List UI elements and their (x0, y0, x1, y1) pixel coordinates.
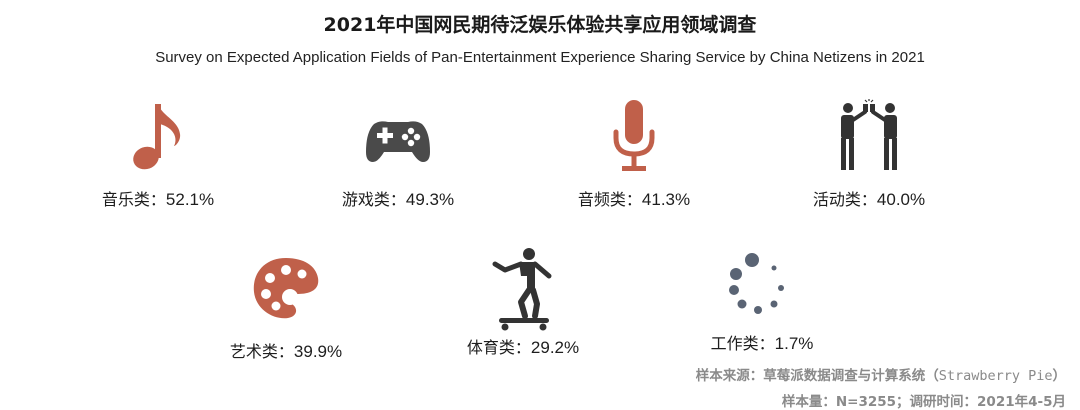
category-value: 39.9% (293, 342, 343, 361)
category-audio: 音频类：41.3% (514, 98, 754, 210)
chart-subtitle: Survey on Expected Application Fields of… (155, 49, 925, 66)
category-label: 工作类：1.7% (710, 334, 814, 353)
category-music: 音乐类：52.1% (38, 98, 278, 210)
gamepad-icon (366, 121, 430, 162)
category-label: 游戏类：49.3% (341, 190, 455, 209)
category-name: 体育类 (466, 338, 515, 357)
category-activity: 活动类：40.0% (749, 98, 989, 210)
category-name: 活动类 (812, 190, 861, 209)
category-value: 49.3% (405, 190, 455, 209)
category-name: 游戏类 (341, 190, 390, 209)
category-value: 1.7% (774, 334, 814, 353)
category-game: 游戏类：49.3% (278, 98, 518, 210)
category-label: 音频类：41.3% (577, 190, 691, 209)
skateboarder-icon (492, 248, 552, 331)
category-name: 艺术类 (229, 342, 278, 361)
music-note-icon (133, 104, 181, 170)
category-value: 40.0% (876, 190, 926, 209)
category-work: 工作类：1.7% (642, 246, 882, 354)
category-name: 音频类 (577, 190, 626, 209)
category-sports: 体育类：29.2% (403, 246, 643, 358)
category-label: 活动类：40.0% (812, 190, 926, 209)
category-value: 41.3% (641, 190, 691, 209)
category-value: 52.1% (165, 190, 215, 209)
palette-icon (253, 258, 319, 319)
loading-dots-icon (729, 253, 784, 314)
category-label: 艺术类：39.9% (229, 342, 343, 361)
category-art: 艺术类：39.9% (166, 250, 406, 362)
microphone-icon (613, 100, 655, 171)
category-name: 工作类 (710, 334, 759, 353)
chart-title: 2021年中国网民期待泛娱乐体验共享应用领域调查 (323, 14, 757, 36)
category-label: 体育类：29.2% (466, 338, 580, 357)
source-note: 样本来源：草莓派数据调查与计算系统（Strawberry Pie） (695, 368, 1066, 384)
people-toast-icon (841, 99, 897, 170)
category-value: 29.2% (530, 338, 580, 357)
sample-note: 样本量：N=3255；调研时间：2021年4-5月 (781, 394, 1066, 410)
category-name: 音乐类 (101, 190, 150, 209)
category-label: 音乐类：52.1% (101, 190, 215, 209)
